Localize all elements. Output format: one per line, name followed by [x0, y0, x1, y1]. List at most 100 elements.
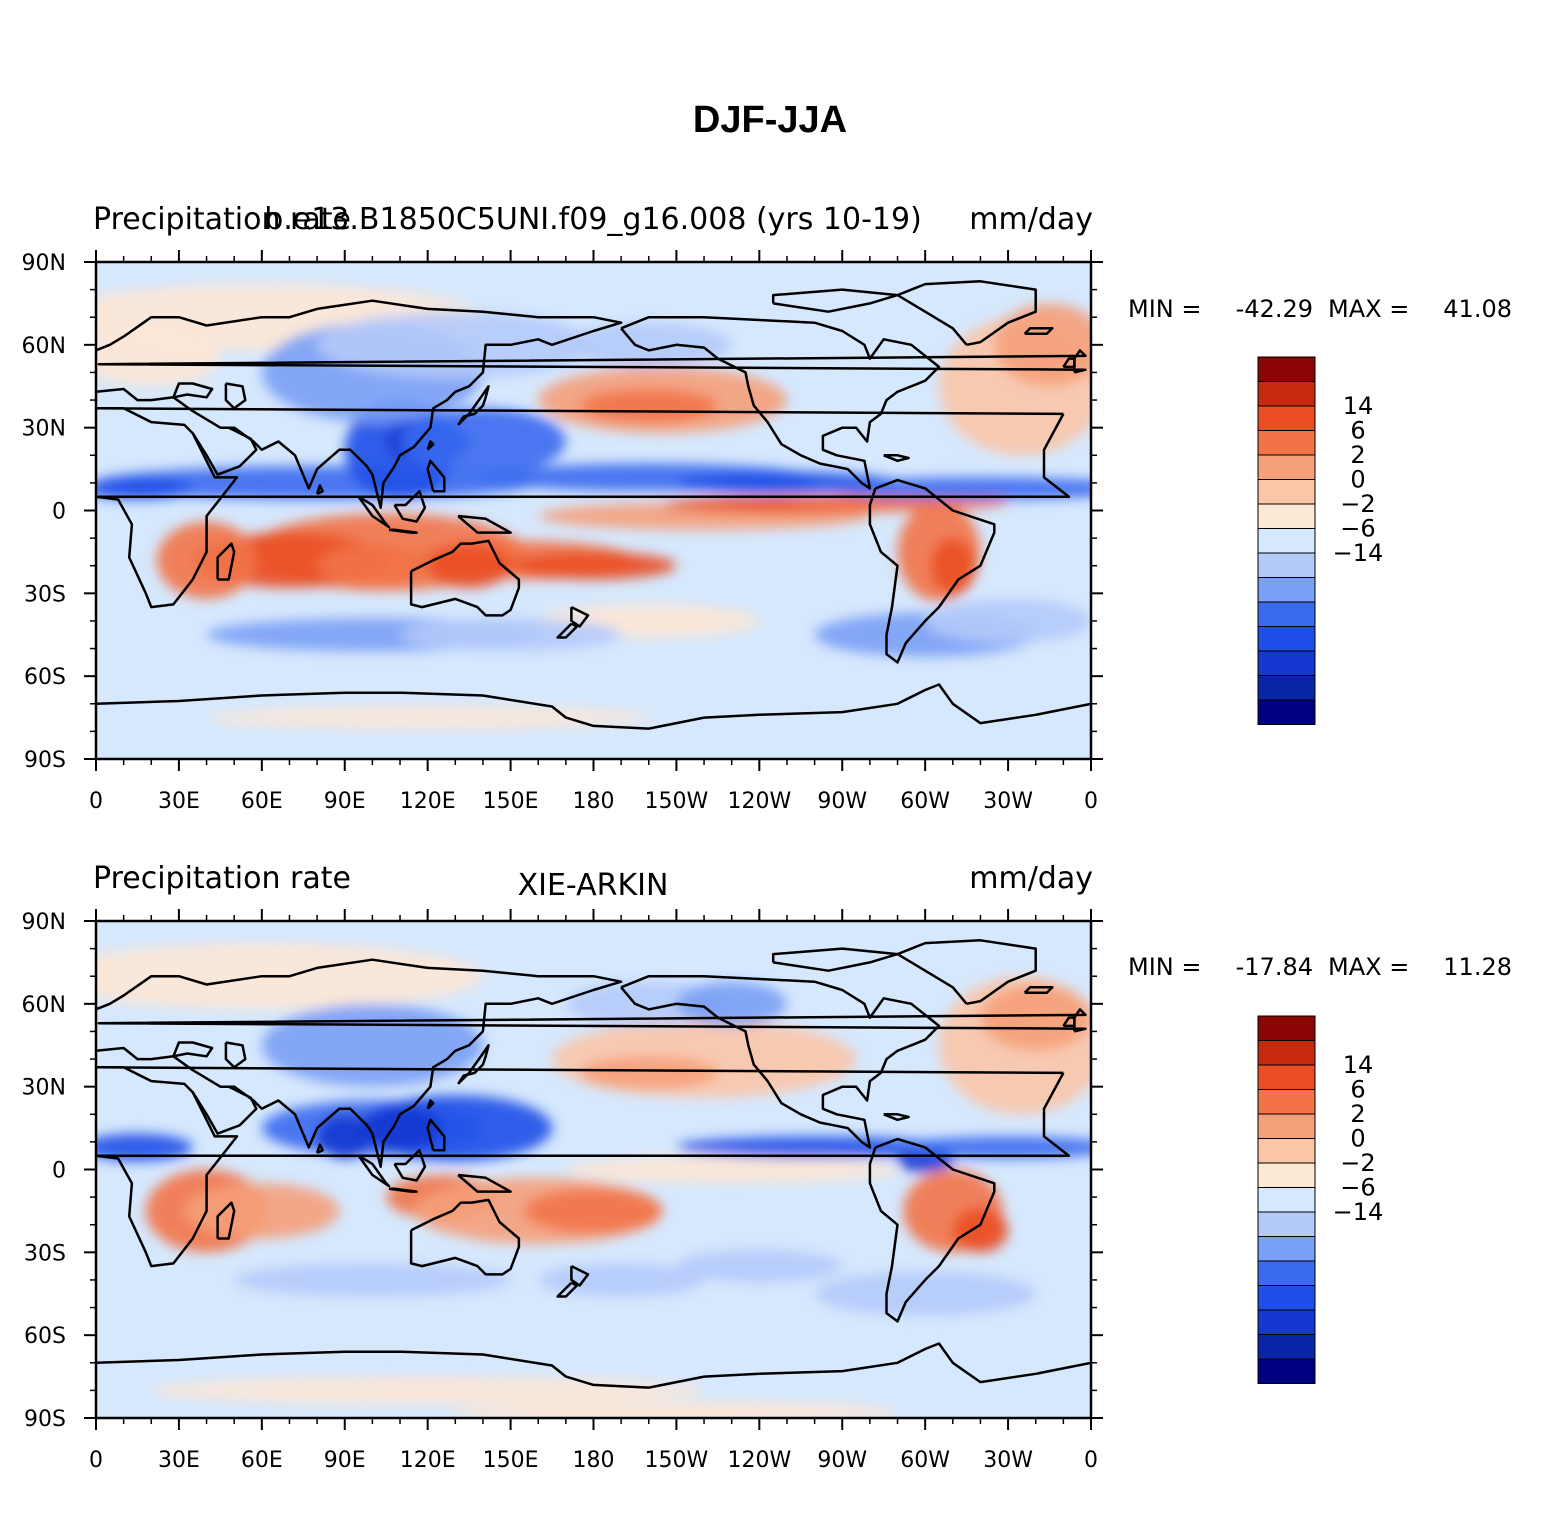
colorbar-box	[1257, 650, 1316, 676]
precip-anomaly-contour	[952, 1208, 1009, 1253]
coastline	[457, 1044, 490, 1085]
x-tick-label: 30E	[158, 789, 200, 814]
precip-anomaly-contour	[814, 1271, 1036, 1316]
precip-anomaly-contour	[455, 1401, 898, 1418]
colorbar-box	[1257, 503, 1316, 529]
y-tick-label: 0	[52, 1159, 66, 1184]
precip-anomaly-contour	[565, 322, 732, 367]
panel-obs-axes: 0 30E 60E 90E 120E 150E 180 150W 120W 90W 60W 30W 09…	[22, 909, 1103, 1473]
x-tick-label: 90E	[324, 1448, 366, 1473]
coastline	[771, 947, 899, 972]
precip-anomaly-contour	[565, 1155, 898, 1184]
x-tick-label: 120W	[727, 789, 791, 814]
coastline	[457, 385, 490, 426]
panel-model-min-label: MIN =	[1128, 295, 1201, 323]
x-tick-label: 180	[573, 1448, 615, 1473]
coastline	[896, 939, 1037, 1006]
colorbar-box	[1257, 699, 1316, 725]
figure-title: DJF-JJA	[693, 99, 847, 141]
colorbar-label: 2	[1350, 1100, 1365, 1128]
x-tick-label: 90E	[324, 789, 366, 814]
precip-anomaly-contour	[676, 981, 787, 1026]
coastline	[1062, 357, 1076, 369]
coastline	[96, 1066, 1071, 1268]
precip-anomaly-contour	[930, 538, 975, 594]
colorbar-box	[1257, 1113, 1316, 1139]
precip-anomaly-contour	[538, 1263, 705, 1297]
coastline	[357, 495, 391, 529]
colorbar-label: 6	[1350, 1076, 1365, 1104]
precip-anomaly-contour	[206, 706, 649, 729]
precip-anomaly-contour	[524, 1188, 663, 1234]
precip-anomaly-contour	[358, 1105, 442, 1151]
x-tick-label: 0	[1084, 789, 1098, 814]
coastline	[216, 542, 236, 581]
panel-model-coastlines	[96, 280, 1091, 730]
coastline	[172, 382, 214, 399]
panel-obs-min-label: MIN =	[1128, 953, 1201, 981]
x-tick-label: 150W	[645, 1448, 709, 1473]
x-tick-label: 150W	[645, 789, 709, 814]
coastline	[409, 539, 521, 617]
x-tick-label: 120E	[400, 789, 456, 814]
y-tick-label: 30N	[22, 417, 66, 442]
x-tick-label: 30W	[983, 789, 1033, 814]
colorbar-box	[1257, 1138, 1316, 1164]
precip-anomaly-contour	[427, 543, 511, 588]
coastline	[556, 622, 579, 639]
precip-anomaly-contour	[96, 1133, 193, 1162]
coastline	[896, 280, 1037, 347]
x-tick-label: 0	[89, 789, 103, 814]
coastline	[1023, 327, 1054, 336]
x-tick-label: 120W	[727, 1448, 791, 1473]
colorbar-box	[1257, 552, 1316, 578]
coastline	[224, 1041, 247, 1069]
colorbar-box	[1257, 1211, 1316, 1237]
precip-anomaly-contour	[156, 521, 257, 599]
colorbar-label: 2	[1350, 441, 1365, 469]
colorbar-box	[1257, 479, 1316, 505]
colorbar-box	[1257, 626, 1316, 652]
panel-obs-right-header: mm/day	[969, 861, 1093, 896]
precip-anomaly-contour	[897, 1136, 1091, 1159]
coastline	[868, 478, 996, 664]
coastline	[216, 1201, 236, 1240]
coastline	[315, 484, 324, 496]
coastline	[620, 315, 941, 490]
coastline	[393, 489, 427, 523]
precip-anomaly-contour	[151, 1376, 705, 1405]
colorbar-box	[1257, 1064, 1316, 1090]
colorbar-box	[1257, 430, 1316, 456]
precip-anomaly-contour	[184, 1183, 340, 1239]
colorbar-label: 6	[1350, 417, 1365, 445]
coastline	[457, 1173, 512, 1193]
coastline	[426, 459, 446, 493]
panel-obs-map	[96, 921, 1091, 1418]
y-tick-label: 30S	[24, 582, 66, 607]
coastline	[426, 1099, 435, 1110]
coastline	[556, 1281, 579, 1298]
precip-anomaly-contour	[261, 1003, 483, 1087]
colorbar-box	[1257, 1236, 1316, 1262]
coastline	[570, 605, 590, 628]
colorbar-box	[1257, 1040, 1316, 1066]
x-tick-label: 90W	[817, 789, 867, 814]
x-tick-label: 0	[1084, 1448, 1098, 1473]
precip-anomaly-contour	[510, 551, 677, 580]
precip-anomaly-contour	[552, 1020, 857, 1098]
precip-anomaly-contour	[579, 389, 718, 423]
coastline	[426, 440, 435, 451]
coastline	[393, 1148, 427, 1182]
precip-anomaly-contour	[579, 1056, 718, 1090]
y-tick-label: 90N	[22, 910, 66, 935]
coastline	[868, 1137, 996, 1323]
coastline	[570, 1264, 590, 1287]
precip-anomaly-contour	[234, 1263, 511, 1297]
panel-obs-max-value: 11.28	[1443, 953, 1512, 981]
coastline	[409, 1198, 521, 1276]
colorbar-box	[1257, 528, 1316, 554]
y-tick-label: 90S	[24, 748, 66, 773]
